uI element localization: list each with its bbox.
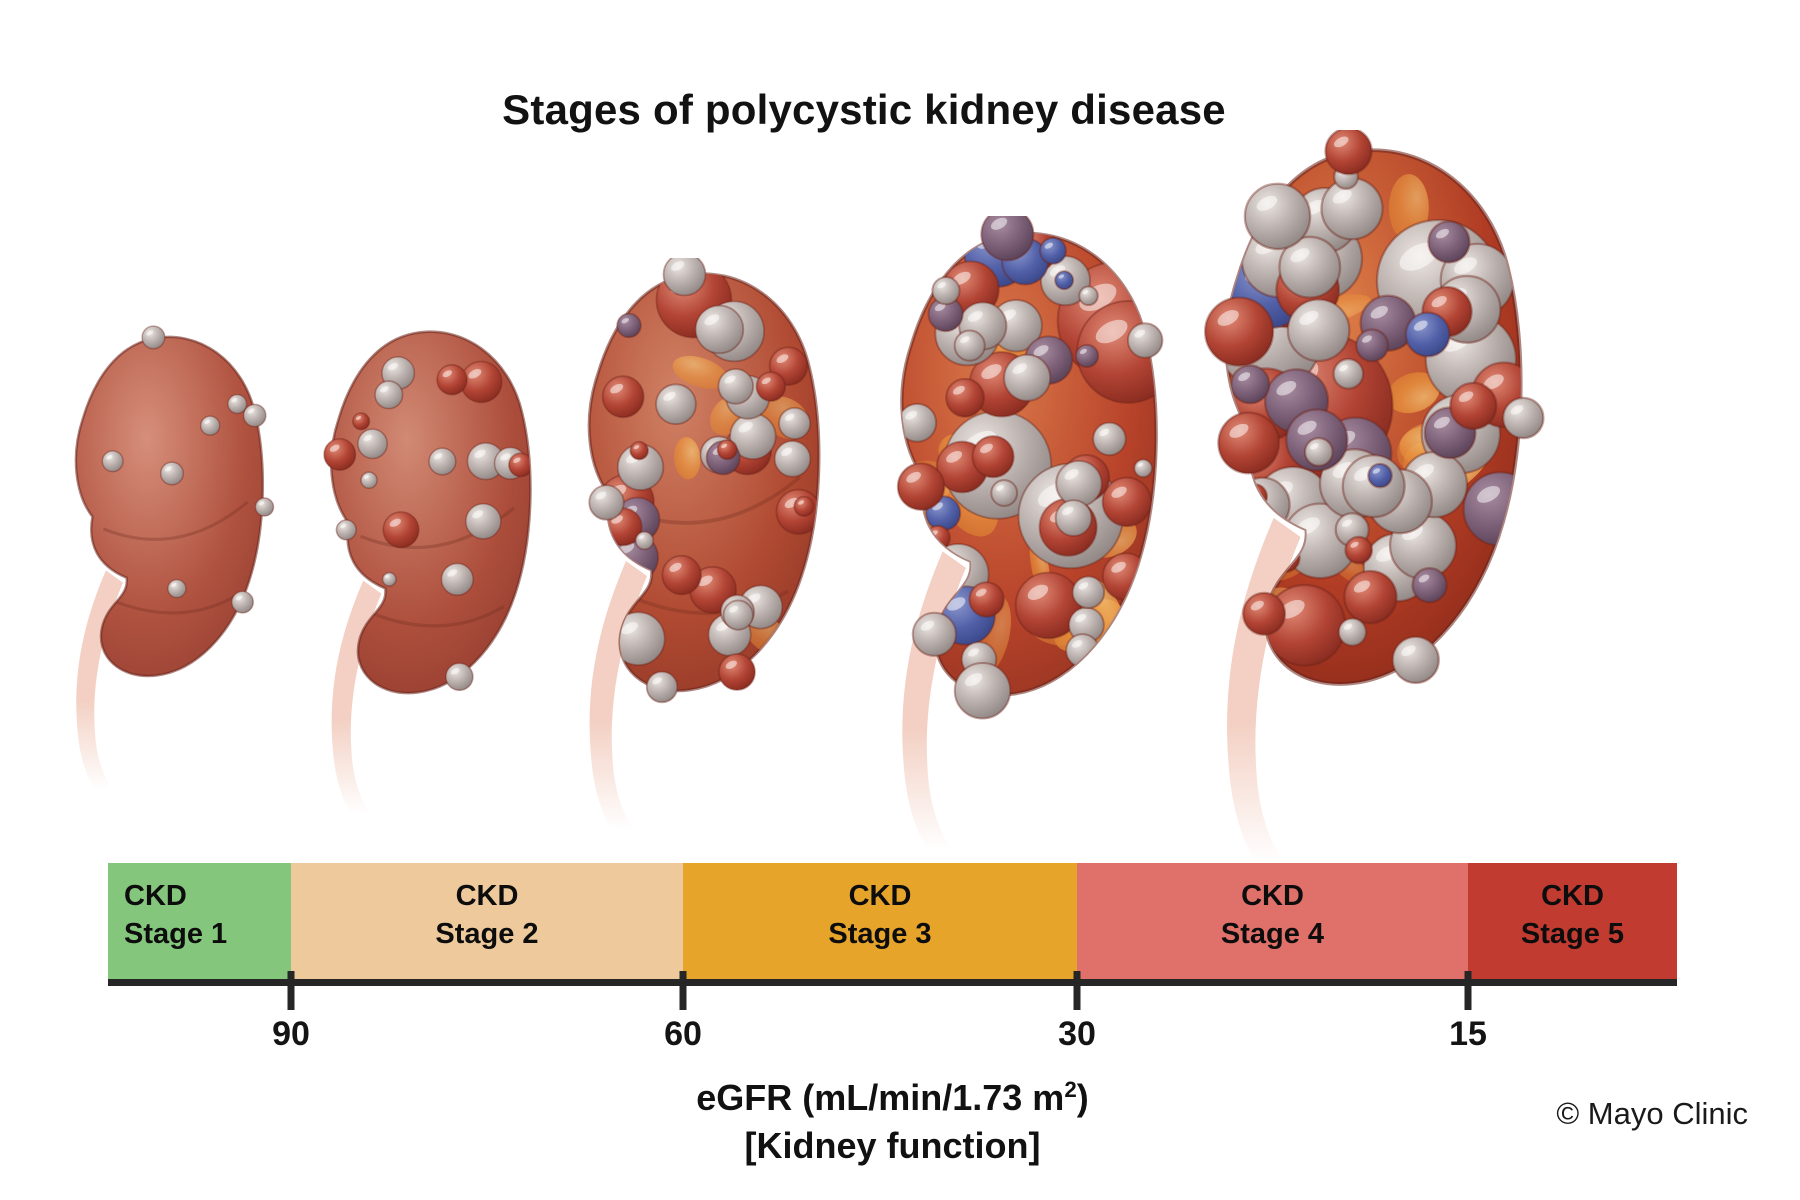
copyright-credit: © Mayo Clinic [1556,1096,1748,1131]
axis-tick-label-90: 90 [272,1015,310,1053]
kidney-stage-5-illustration [1203,130,1545,860]
axis-tick-label-30: 30 [1058,1015,1096,1053]
kidney-stage-1-illustration [74,325,275,788]
ckd-stage-5-segment: CKD Stage 5 [1468,863,1677,979]
stage-segment-line2: Stage 3 [828,918,932,950]
stage-segment-line2: Stage 1 [124,918,228,950]
stage-segment-line1: CKD [848,880,912,912]
kidney-stage-4-illustration [896,216,1164,847]
ckd-stage-1-segment: CKD Stage 1 [108,863,291,979]
kidney-stage-2-illustration [323,330,532,812]
kidney-function-label: [Kidney function] [744,1125,1041,1166]
ckd-stage-2-segment: CKD Stage 2 [291,863,683,979]
stage-segment-line2: Stage 4 [1220,918,1325,950]
ckd-stage-bar: CKD Stage 1 CKD Stage 2 CKD Stage 3 CKD Stage 4… [108,863,1677,986]
ureter [76,570,123,788]
page-title: Stages of polycystic kidney disease [502,86,1226,133]
stage-segment-line2: Stage 5 [1520,918,1625,950]
stage-segment-line1: CKD [124,880,187,912]
ureter [1227,517,1301,860]
axis-tick-60 [679,971,687,1010]
axis-tick-15 [1464,971,1472,1010]
superscript-2: 2 [1064,1077,1077,1102]
kidney-body [74,335,265,678]
axis-tick-label-15: 15 [1449,1015,1487,1053]
stage-segment-line1: CKD [1541,880,1604,912]
stage-segment-line1: CKD [1241,880,1304,912]
axis-tick-30 [1073,971,1081,1010]
kidney-stage-3-illustration [587,258,821,828]
egfr-unit-label: eGFR (mL/min/1.73 m2) [696,1077,1089,1118]
ureter [589,561,647,828]
ckd-stage-4-segment: CKD Stage 4 [1077,863,1468,979]
egfr-axis: 90 60 30 15 [108,971,1677,1061]
ckd-stage-3-segment: CKD Stage 3 [683,863,1077,979]
axis-tick-90 [287,971,295,1010]
egfr-axis-label-block: eGFR (mL/min/1.73 m2) [Kidney function] [108,1066,1677,1170]
stage-segment-line2: Stage 2 [435,918,539,950]
stage-segment-line1: CKD [455,880,519,912]
axis-tick-label-60: 60 [664,1015,702,1053]
ureter [331,580,382,812]
